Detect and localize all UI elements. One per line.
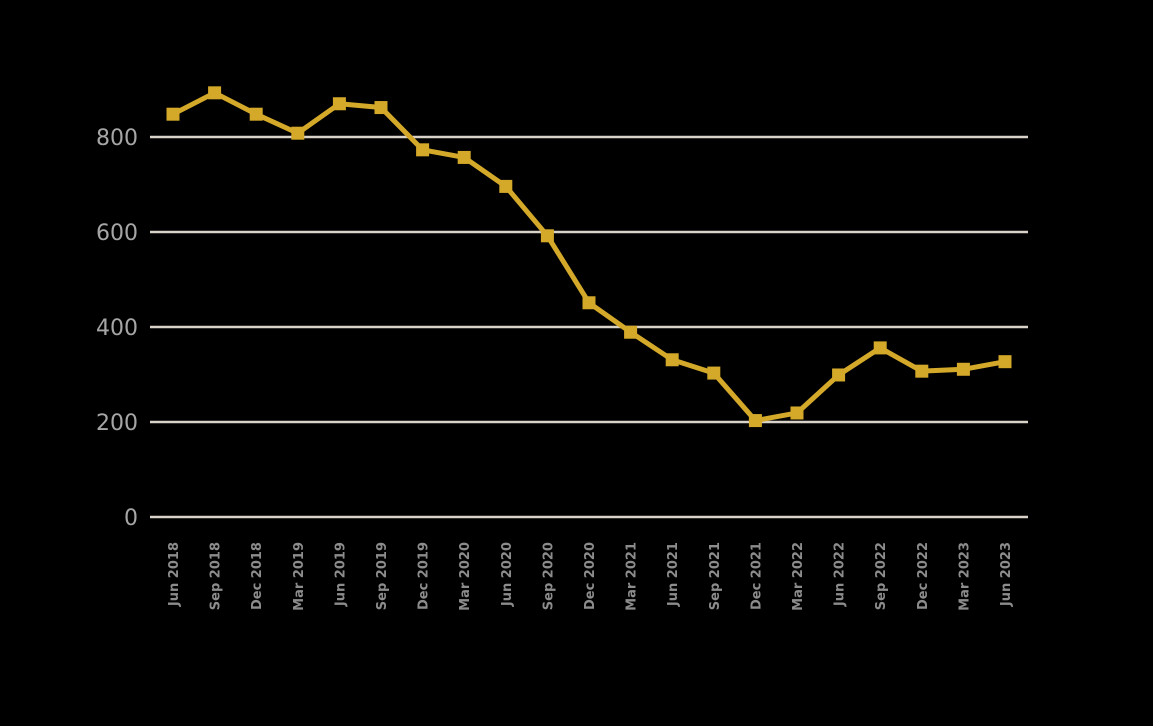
x-tick-label: Mar 2020 xyxy=(458,542,473,611)
x-tick-label: Dec 2022 xyxy=(916,542,931,610)
data-point-marker xyxy=(748,414,762,428)
x-tick-label: Mar 2021 xyxy=(625,542,640,611)
x-tick-label: Dec 2019 xyxy=(417,542,432,610)
data-point-marker xyxy=(332,97,346,111)
x-tick-label: Sep 2019 xyxy=(375,542,390,610)
y-axis-tick-labels: 0 200 400 600 800 xyxy=(96,126,138,531)
data-point-marker xyxy=(624,325,638,339)
x-tick-label: Jun 2022 xyxy=(833,542,848,607)
x-axis-tick-labels: Jun 2018 Sep 2018 Dec 2018 Mar 2019 Jun 2019… xyxy=(167,542,1014,611)
x-tick-label: Jun 2020 xyxy=(500,542,515,607)
data-point-marker xyxy=(582,296,596,310)
x-tick-label: Sep 2021 xyxy=(708,542,723,610)
data-point-marker xyxy=(998,355,1012,369)
data-point-marker xyxy=(291,126,305,140)
data-point-marker xyxy=(374,101,388,115)
data-point-marker xyxy=(873,341,887,355)
x-tick-label: Mar 2019 xyxy=(292,542,307,611)
x-tick-label: Sep 2022 xyxy=(874,542,889,610)
data-point-marker xyxy=(707,366,721,380)
x-tick-label: Dec 2021 xyxy=(749,542,764,610)
data-point-marker xyxy=(790,406,804,420)
data-point-marker xyxy=(249,107,263,121)
data-point-marker xyxy=(416,143,430,157)
x-tick-label: Mar 2022 xyxy=(791,542,806,611)
y-tick-label: 600 xyxy=(96,221,138,246)
y-tick-label: 400 xyxy=(96,316,138,341)
data-point-marker xyxy=(166,107,180,121)
data-point-marker xyxy=(540,229,554,243)
data-point-marker xyxy=(665,353,679,367)
x-tick-label: Jun 2021 xyxy=(666,542,681,607)
data-point-marker xyxy=(956,362,970,376)
y-tick-label: 0 xyxy=(124,506,138,531)
y-tick-label: 800 xyxy=(96,126,138,151)
gridlines xyxy=(150,135,1028,519)
x-tick-label: Dec 2018 xyxy=(250,542,265,610)
y-tick-label: 200 xyxy=(96,411,138,436)
x-tick-label: Dec 2020 xyxy=(583,542,598,610)
data-point-marker xyxy=(832,368,846,382)
x-tick-label: Jun 2023 xyxy=(999,542,1014,607)
x-tick-label: Sep 2018 xyxy=(209,542,224,610)
x-tick-label: Sep 2020 xyxy=(541,542,556,610)
data-point-marker xyxy=(499,179,513,193)
data-point-marker xyxy=(457,150,471,164)
x-tick-label: Mar 2023 xyxy=(957,542,972,611)
x-tick-label: Jun 2019 xyxy=(333,542,348,607)
series-line xyxy=(170,90,1008,424)
data-point-marker xyxy=(208,86,222,100)
series-layer xyxy=(166,86,1012,428)
data-point-marker xyxy=(915,364,929,378)
x-tick-label: Jun 2018 xyxy=(167,542,182,607)
